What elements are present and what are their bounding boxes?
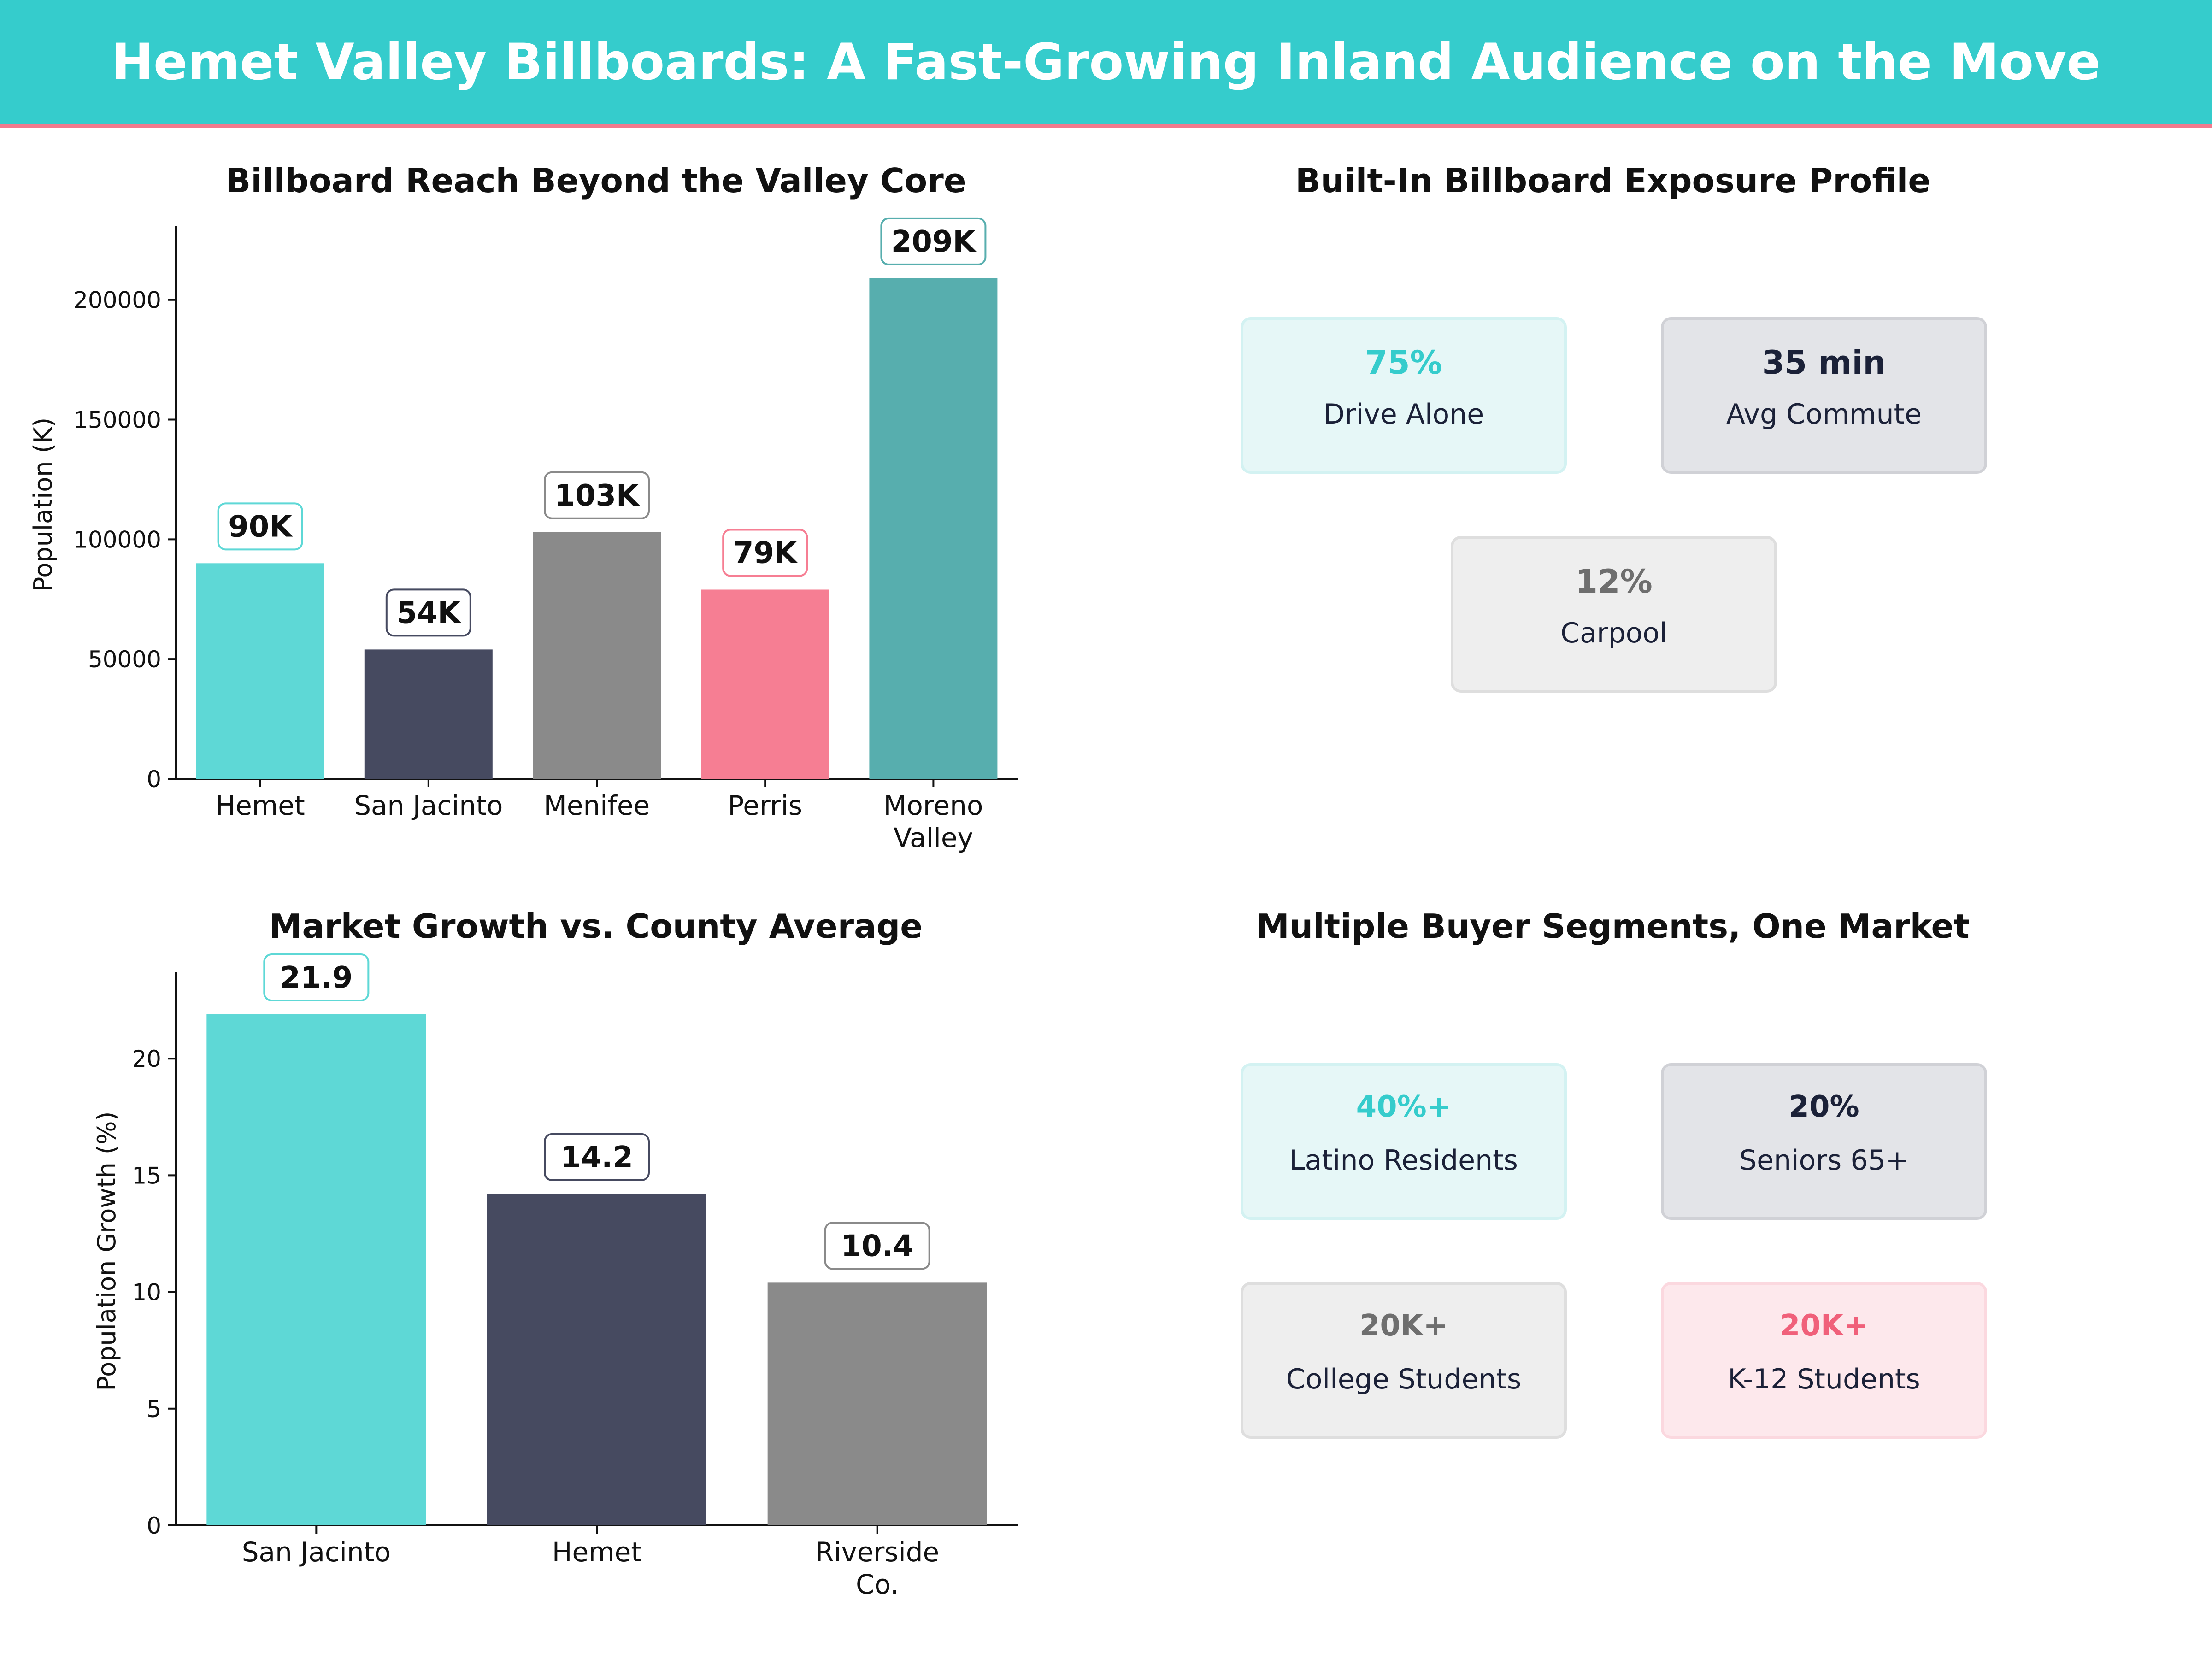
college-students-label: College Students [1286, 1363, 1522, 1395]
x-tick-label: Hemet [215, 790, 305, 821]
y-tick-label: 5 [147, 1396, 161, 1423]
latino-residents-label: Latino Residents [1289, 1144, 1518, 1177]
x-tick-label: San Jacinto [242, 1536, 391, 1568]
avg-commute-card: 35 min Avg Commute [1661, 317, 1987, 474]
data-label-box [880, 217, 987, 265]
data-label: 79K [733, 536, 798, 570]
y-axis-label: Population Growth (%) [92, 1112, 121, 1391]
x-tick-label: Hemet [552, 1536, 641, 1568]
x-tick-label: Moreno [883, 790, 983, 821]
y-tick-label: 150000 [73, 407, 161, 434]
bar-menifee [533, 532, 661, 779]
k12-students-label: K-12 Students [1728, 1363, 1920, 1395]
carpool-label: Carpool [1560, 617, 1667, 649]
carpool-card: 12% Carpool [1451, 536, 1777, 693]
y-tick-label: 10 [132, 1279, 161, 1306]
y-tick-label: 0 [147, 1512, 161, 1539]
title-banner: Hemet Valley Billboards: A Fast-Growing … [0, 0, 2212, 128]
data-label: 209K [891, 225, 977, 259]
data-label-box [217, 502, 303, 551]
bar-hemet [196, 563, 324, 779]
seniors-card: 20% Seniors 65+ [1661, 1063, 1987, 1220]
drive-alone-value: 75% [1365, 344, 1442, 382]
avg-commute-label: Avg Commute [1726, 398, 1922, 430]
x-tick-label: Valley [894, 822, 973, 853]
y-tick-label: 50000 [88, 646, 161, 673]
seniors-value: 20% [1788, 1090, 1859, 1124]
bar-san-jacinto [364, 649, 493, 779]
segments-panel-title: Multiple Buyer Segments, One Market [1256, 907, 1970, 946]
bar-moreno-valley [869, 278, 998, 779]
avg-commute-value: 35 min [1762, 344, 1886, 382]
growth-chart-title: Market Growth vs. County Average [269, 907, 923, 946]
bar-riverside-co- [767, 1282, 987, 1525]
latino-residents-card: 40%+ Latino Residents [1241, 1063, 1567, 1220]
data-label: 14.2 [560, 1141, 633, 1175]
data-label-box [824, 1222, 930, 1270]
data-label: 54K [396, 596, 461, 630]
y-tick-label: 100000 [73, 526, 161, 553]
x-tick-label: Co. [856, 1569, 899, 1600]
y-tick-label: 20 [132, 1046, 161, 1072]
seniors-label: Seniors 65+ [1739, 1144, 1909, 1177]
bar-hemet [487, 1194, 706, 1525]
carpool-value: 12% [1575, 563, 1653, 600]
bar-san-jacinto [206, 1014, 426, 1525]
data-label: 10.4 [841, 1229, 914, 1263]
exposure-panel-title: Built-In Billboard Exposure Profile [1295, 161, 1931, 200]
data-label: 21.9 [280, 961, 353, 995]
y-tick-label: 0 [147, 766, 161, 793]
y-axis-label: Population (K) [29, 418, 58, 592]
data-label-box [544, 471, 650, 519]
x-tick-label: Riverside [815, 1536, 939, 1568]
reach-chart-title: Billboard Reach Beyond the Valley Core [225, 161, 966, 200]
x-tick-label: San Jacinto [354, 790, 503, 821]
y-tick-label: 200000 [73, 287, 161, 314]
latino-residents-value: 40%+ [1356, 1090, 1452, 1124]
data-label-box [722, 529, 808, 577]
k12-students-card: 20K+ K-12 Students [1661, 1282, 1987, 1439]
drive-alone-label: Drive Alone [1323, 398, 1484, 430]
data-label-box [544, 1133, 650, 1181]
drive-alone-card: 75% Drive Alone [1241, 317, 1567, 474]
college-students-value: 20K+ [1359, 1309, 1448, 1343]
data-label-box [385, 588, 471, 637]
data-label: 103K [554, 479, 640, 513]
data-label-box [263, 953, 370, 1002]
page-title: Hemet Valley Billboards: A Fast-Growing … [111, 33, 2101, 91]
bar-perris [701, 589, 830, 779]
y-tick-label: 15 [132, 1162, 161, 1189]
k12-students-value: 20K+ [1779, 1309, 1869, 1343]
data-label: 90K [228, 510, 293, 544]
x-tick-label: Perris [728, 790, 802, 821]
college-students-card: 20K+ College Students [1241, 1282, 1567, 1439]
x-tick-label: Menifee [544, 790, 650, 821]
